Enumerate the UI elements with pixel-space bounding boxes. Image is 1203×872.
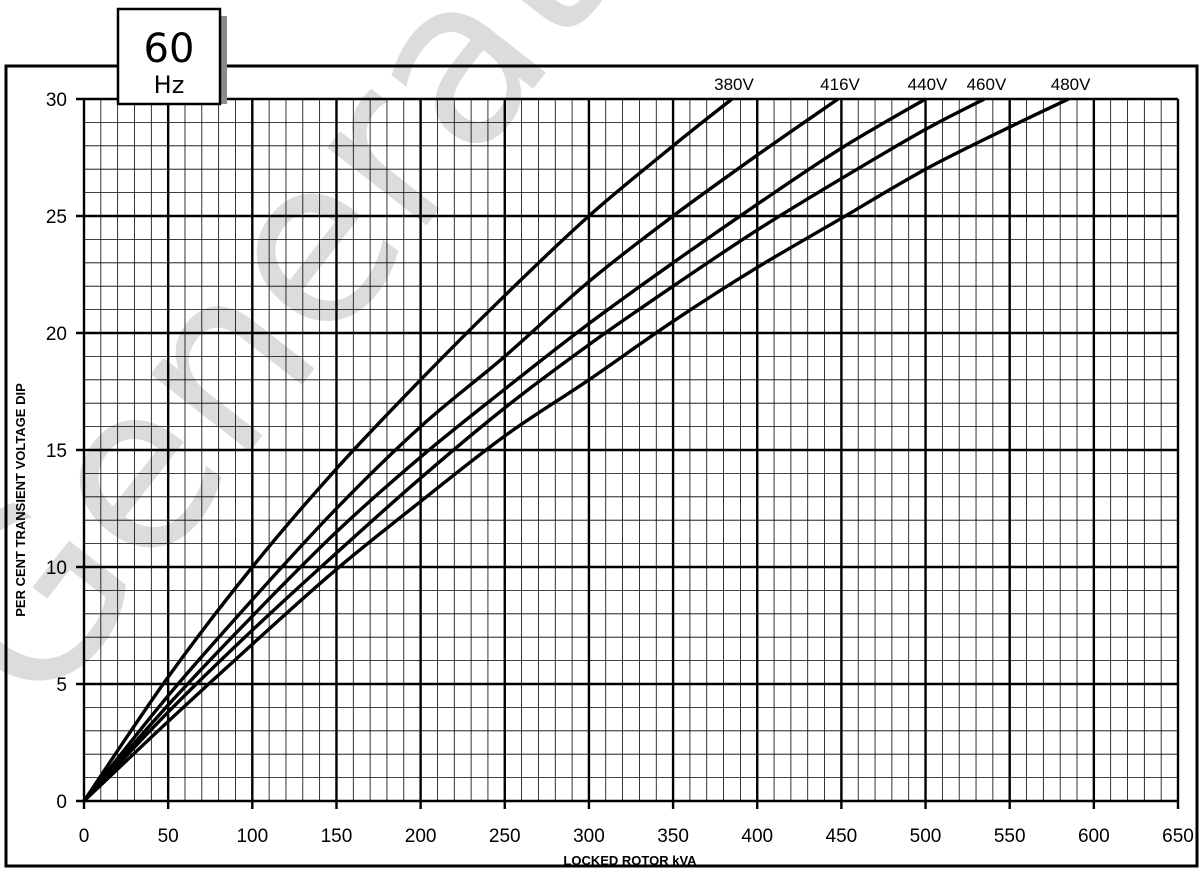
x-tick-label: 200 [405,826,437,847]
y-tick-label: 0 [56,792,67,813]
series-line-380V [82,97,734,802]
x-tick-label: 600 [1078,826,1110,847]
y-tick-label: 5 [56,675,67,696]
badge-frequency-value: 60 [144,26,195,72]
series-line-440V [82,97,927,803]
y-tick-label: 20 [46,324,67,345]
y-axis-ticks: 0 5 10 15 20 25 30 [46,90,67,813]
watermark-text: Generator S [0,0,937,754]
y-tick-label: 10 [46,558,67,579]
x-tick-label: 50 [158,826,179,847]
x-tick-label: 650 [1162,826,1194,847]
x-tick-label: 300 [573,826,605,847]
x-tick-label: 0 [79,826,90,847]
x-axis-ticks: 0 50 100 150 200 250 300 350 400 450 500 550 600 650 [79,826,1194,847]
badge-frequency-unit: Hz [154,71,185,99]
x-tick-label: 100 [236,826,268,847]
series-label-416V: 416V [820,75,860,94]
y-tick-label: 25 [46,207,67,228]
y-tick-label: 30 [46,90,67,111]
chart-frame [4,64,1199,868]
series-label-460V: 460V [967,75,1007,94]
series-line-460V [82,97,986,803]
x-tick-label: 450 [826,826,858,847]
x-tick-label: 500 [910,826,942,847]
series-label-440V: 440V [908,75,948,94]
x-tick-label: 150 [321,826,353,847]
series-line-480V [82,97,1070,803]
y-tick-label: 15 [46,441,67,462]
series-labels: 380V 416V 440V 460V 480V [714,75,1091,94]
x-tick-label: 400 [741,826,773,847]
frequency-badge: 60 Hz [116,7,227,106]
x-tick-label: 550 [994,826,1026,847]
badge-box [116,7,222,106]
series-label-480V: 480V [1051,75,1091,94]
series-lines [82,97,1070,803]
x-tick-label: 250 [489,826,521,847]
y-axis-title: PER CENT TRANSIENT VOLTAGE DIP [13,383,28,617]
x-axis-title: LOCKED ROTOR kVA [563,853,697,868]
series-line-416V [82,97,839,803]
watermark: Generator S [0,0,937,754]
series-label-380V: 380V [714,75,754,94]
x-tick-label: 350 [657,826,689,847]
